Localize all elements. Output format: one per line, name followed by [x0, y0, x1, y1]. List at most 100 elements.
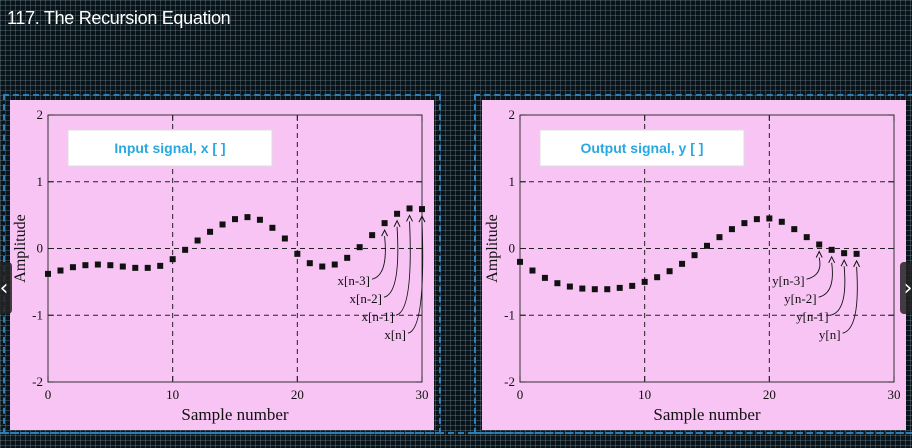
- x-axis-label: Sample number: [181, 405, 289, 424]
- annotation-label: y[n-3]: [772, 273, 805, 288]
- previous-slide-button[interactable]: ‹: [0, 262, 12, 314]
- x-axis-label: Sample number: [653, 405, 761, 424]
- next-slide-button[interactable]: ›: [900, 262, 912, 314]
- data-point: [604, 286, 611, 293]
- x-tick-label: 10: [166, 387, 179, 402]
- y-tick-label: -2: [504, 374, 515, 389]
- data-point: [766, 215, 773, 222]
- data-point: [753, 216, 760, 223]
- data-point: [566, 283, 573, 290]
- data-point: [728, 226, 735, 233]
- annotation-leader: [842, 266, 858, 334]
- data-point: [529, 267, 536, 274]
- data-point: [704, 242, 710, 249]
- annotation-label: x[n-3]: [338, 273, 371, 288]
- annotation-label: y[n-1]: [796, 309, 829, 324]
- data-point: [381, 220, 388, 227]
- data-point: [579, 285, 586, 292]
- y-tick-label: 2: [509, 107, 516, 122]
- y-axis-label: Amplitude: [12, 214, 29, 282]
- x-tick-label: 0: [45, 387, 52, 402]
- annotation-arrowhead: [828, 255, 836, 264]
- annotation-arrowhead: [815, 250, 823, 258]
- data-point: [853, 250, 860, 257]
- data-point: [554, 280, 561, 287]
- legend-label: Output signal, y [ ]: [581, 140, 704, 156]
- y-tick-label: 2: [37, 107, 44, 122]
- data-point: [679, 260, 686, 267]
- data-point: [169, 256, 176, 263]
- legend-label: Input signal, x [ ]: [114, 140, 225, 156]
- annotation-leader: [818, 262, 833, 298]
- data-point: [207, 228, 214, 235]
- data-point: [841, 250, 848, 257]
- annotation-label: y[n-2]: [784, 291, 817, 306]
- data-point: [69, 264, 76, 271]
- data-point: [541, 274, 548, 281]
- data-point: [331, 261, 338, 268]
- data-point: [219, 221, 226, 228]
- data-point: [157, 262, 164, 269]
- annotation-label: x[n-1]: [362, 309, 395, 324]
- data-point: [182, 246, 189, 253]
- y-tick-label: -1: [504, 307, 515, 322]
- data-point: [419, 206, 425, 213]
- annotation-arrowhead: [840, 259, 848, 267]
- data-point: [816, 241, 823, 248]
- y-axis-label: Amplitude: [484, 214, 501, 282]
- annotation-leader: [371, 236, 386, 280]
- data-point: [778, 218, 785, 225]
- annotation-leader: [806, 257, 821, 280]
- data-point: [82, 262, 89, 269]
- data-point: [132, 264, 139, 271]
- annotation-leader: [407, 222, 424, 334]
- frame-divider: [0, 432, 912, 434]
- annotation-leader: [830, 266, 846, 316]
- data-point: [256, 216, 263, 223]
- data-point: [294, 250, 301, 257]
- y-tick-label: -2: [32, 374, 43, 389]
- y-tick-label: 1: [37, 174, 44, 189]
- data-point: [741, 220, 748, 227]
- data-point: [369, 232, 376, 239]
- video-title: 117. The Recursion Equation: [7, 8, 231, 28]
- chevron-right-icon: ›: [903, 275, 912, 301]
- data-point: [269, 224, 276, 231]
- data-point: [616, 284, 623, 291]
- data-point: [57, 267, 64, 274]
- data-point: [716, 234, 723, 241]
- data-point: [232, 216, 238, 223]
- data-point: [281, 235, 288, 242]
- data-point: [591, 286, 598, 293]
- chevron-left-icon: ‹: [0, 275, 9, 301]
- data-point: [828, 246, 835, 253]
- data-point: [244, 214, 251, 221]
- y-tick-label: 1: [509, 174, 516, 189]
- x-tick-label: 0: [517, 387, 524, 402]
- data-point: [791, 226, 798, 233]
- data-point: [194, 237, 201, 244]
- data-point: [144, 264, 151, 271]
- annotation-label: x[n]: [384, 327, 406, 342]
- annotation-arrowhead: [418, 214, 426, 223]
- annotation-label: y[n]: [819, 327, 841, 342]
- data-point: [319, 263, 326, 270]
- data-point: [306, 260, 313, 267]
- annotation-arrowhead: [381, 229, 389, 237]
- annotation-leader: [383, 226, 399, 298]
- annotation-arrowhead: [853, 259, 861, 268]
- legend-box: [67, 129, 273, 167]
- data-point: [45, 270, 51, 277]
- data-point: [654, 274, 661, 281]
- data-point: [94, 261, 101, 268]
- annotation-arrowhead: [393, 219, 401, 228]
- annotation-arrowhead: [406, 214, 413, 222]
- output-signal-chart: 0 10 20 30 -2 -1 0 1 2 Sample number Amplitude Outp…: [482, 100, 906, 430]
- data-point: [394, 210, 401, 217]
- data-point: [691, 252, 698, 259]
- data-point: [641, 278, 648, 285]
- data-point: [344, 254, 351, 261]
- data-point: [107, 262, 114, 269]
- input-signal-chart: 0 10 20 30 -2 -1 0 1 2 Sample number Amplitude Inpu…: [10, 100, 434, 430]
- x-tick-label: 20: [763, 387, 776, 402]
